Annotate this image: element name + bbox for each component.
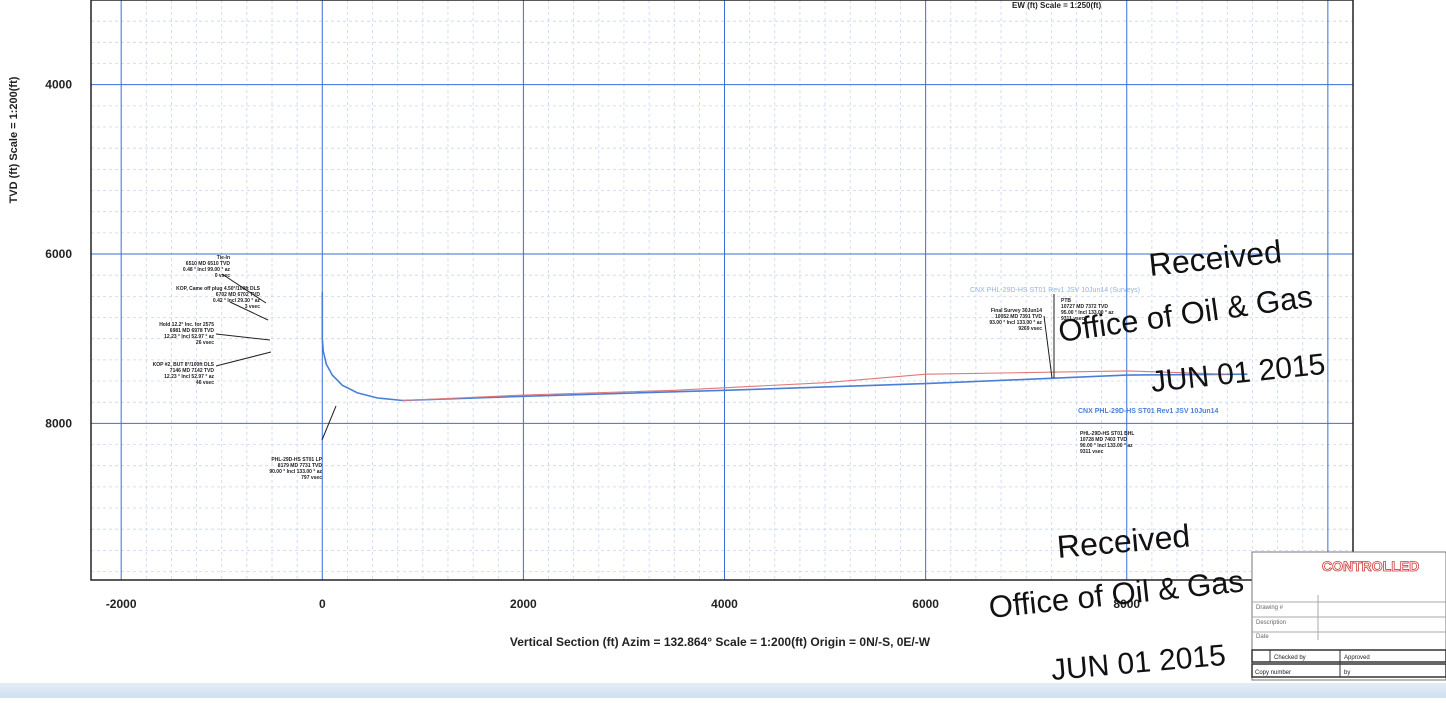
svg-text:Received: Received xyxy=(1055,517,1191,564)
svg-text:93.00 ° Incl 133.00 ° az: 93.00 ° Incl 133.00 ° az xyxy=(989,320,1042,326)
leader-kop xyxy=(229,301,269,321)
annotation-bhl: PHL-29D-HS ST01 BHL 10728 MD 7403 TVD 90… xyxy=(1080,431,1134,455)
leader-hold xyxy=(215,333,271,341)
major-grid xyxy=(91,0,1353,580)
controlled-checked-by: Checked by xyxy=(1274,655,1306,661)
controlled-approved: Approved xyxy=(1344,655,1370,661)
svg-text:JUN 01 2015: JUN 01 2015 xyxy=(1050,639,1227,687)
x-axis-label: Vertical Section (ft) Azim = 132.864° Sc… xyxy=(510,635,931,649)
plot-frame xyxy=(90,0,1354,581)
svg-text:KOP, Came off plug 4.50°/100ft: KOP, Came off plug 4.50°/100ft DLS xyxy=(176,286,261,292)
y-tick-labels: 4000 6000 8000 xyxy=(45,78,72,431)
top-scale-label: EW (ft) Scale = 1:250(ft) xyxy=(1012,1,1101,10)
svg-text:Hold 12.2° Inc. for 2575: Hold 12.2° Inc. for 2575 xyxy=(159,322,214,328)
x-tick-label: -2000 xyxy=(106,597,137,611)
svg-text:6510 MD 6510 TVD: 6510 MD 6510 TVD xyxy=(186,261,231,267)
svg-text:3 vsec: 3 vsec xyxy=(245,304,261,310)
surveys-label: CNX PHL-29D-HS ST01 Rev1 JSV 10Jun14 (Su… xyxy=(970,287,1140,294)
minor-grid xyxy=(91,0,1353,580)
x-tick-label: 2000 xyxy=(510,597,537,611)
svg-text:Final Survey 30Jun14: Final Survey 30Jun14 xyxy=(991,308,1042,314)
bottom-band xyxy=(0,683,1446,698)
controlled-row-date: Date xyxy=(1256,634,1269,640)
annotation-lp: PHL-29D-HS ST01 LP 8179 MD 7731 TVD 90.0… xyxy=(269,457,322,481)
svg-text:PHL-29D-HS ST01 LP: PHL-29D-HS ST01 LP xyxy=(271,457,322,463)
controlled-copy-number: Copy number xyxy=(1255,670,1291,676)
svg-text:95.00 ° Incl 133.00 ° az: 95.00 ° Incl 133.00 ° az xyxy=(1061,310,1114,316)
svg-text:Tie-In: Tie-In xyxy=(217,255,230,261)
plan-label: CNX PHL-29D-HS ST01 Rev1 JSV 10Jun14 xyxy=(1078,408,1219,415)
annotation-tie-in: Tie-In 6510 MD 6510 TVD 0.48 ° Incl 99.0… xyxy=(183,255,231,279)
plan-line-series xyxy=(321,292,1248,402)
svg-text:8179 MD 7731 TVD: 8179 MD 7731 TVD xyxy=(278,463,323,469)
svg-text:0.42 ° Incl 29.30 ° az: 0.42 ° Incl 29.30 ° az xyxy=(213,298,261,304)
y-tick-label: 6000 xyxy=(45,247,72,261)
svg-text:12.23 ° Incl 52.97 ° az: 12.23 ° Incl 52.97 ° az xyxy=(164,334,214,340)
annotation-kop: KOP, Came off plug 4.50°/100ft DLS 6702 … xyxy=(176,286,261,310)
y-tick-label: 8000 xyxy=(45,416,72,430)
x-tick-label: 4000 xyxy=(711,597,738,611)
annotation-kop2: KOP #2, BUT 8°/100ft DLS 7146 MD 7142 TV… xyxy=(153,362,215,386)
series-layer xyxy=(321,292,1248,402)
svg-text:PTB: PTB xyxy=(1061,298,1071,304)
svg-text:0 vsec: 0 vsec xyxy=(215,273,231,279)
annotation-ptb: PTB 10727 MD 7372 TVD 95.00 ° Incl 133.0… xyxy=(1061,298,1114,322)
controlled-row-description: Description xyxy=(1256,620,1286,626)
controlled-by: by xyxy=(1344,670,1350,676)
svg-text:797 vsec: 797 vsec xyxy=(301,475,322,481)
svg-text:26 vsec: 26 vsec xyxy=(196,340,214,346)
leader-kop2 xyxy=(215,351,272,367)
svg-text:90.00 ° Incl 133.00 ° az: 90.00 ° Incl 133.00 ° az xyxy=(269,469,322,475)
x-tick-label: 0 xyxy=(319,597,326,611)
svg-text:46 vsec: 46 vsec xyxy=(196,380,214,386)
annotation-hold: Hold 12.2° Inc. for 2575 6981 MD 6978 TV… xyxy=(159,322,214,346)
annotation-leaders xyxy=(215,273,1055,441)
svg-text:9269 vsec: 9269 vsec xyxy=(1018,326,1042,332)
svg-text:12.23 ° Incl 52.97 ° az: 12.23 ° Incl 52.97 ° az xyxy=(164,374,214,380)
svg-text:6702 MD 6702 TVD: 6702 MD 6702 TVD xyxy=(216,292,261,298)
svg-text:90.00 ° Incl 133.00 ° az: 90.00 ° Incl 133.00 ° az xyxy=(1080,443,1133,449)
controlled-row-drawing: Drawing # xyxy=(1256,605,1284,611)
svg-text:10727 MD 7372 TVD: 10727 MD 7372 TVD xyxy=(1061,304,1108,310)
svg-text:6981 MD 6978 TVD: 6981 MD 6978 TVD xyxy=(170,328,215,334)
svg-text:10052 MD 7391 TVD: 10052 MD 7391 TVD xyxy=(995,314,1042,320)
x-tick-label: 8000 xyxy=(1113,597,1140,611)
controlled-stamp: CONTROLLED Drawing # Description Date Ch… xyxy=(1251,551,1446,681)
received-stamp-1: Received Office of Oil & Gas JUN 01 2015 xyxy=(1056,233,1327,399)
svg-text:KOP #2, BUT 8°/100ft DLS: KOP #2, BUT 8°/100ft DLS xyxy=(153,362,215,368)
svg-text:9311 vsec: 9311 vsec xyxy=(1080,449,1104,455)
y-axis-label: TVD (ft) Scale = 1:200(ft) xyxy=(8,76,20,203)
actual-line-series xyxy=(402,370,1228,402)
svg-text:10728 MD 7403 TVD: 10728 MD 7403 TVD xyxy=(1080,437,1127,443)
svg-text:7146 MD 7142 TVD: 7146 MD 7142 TVD xyxy=(170,368,215,374)
svg-text:PHL-29D-HS ST01 BHL: PHL-29D-HS ST01 BHL xyxy=(1080,431,1134,437)
controlled-title: CONTROLLED xyxy=(1322,558,1419,574)
leader-final-survey xyxy=(1043,315,1053,379)
x-tick-label: 6000 xyxy=(912,597,939,611)
svg-text:JUN 01 2015: JUN 01 2015 xyxy=(1149,348,1327,399)
annotation-final-survey: Final Survey 30Jun14 10052 MD 7391 TVD 9… xyxy=(989,308,1042,332)
leader-lp xyxy=(321,405,337,441)
svg-text:9311 vsec: 9311 vsec xyxy=(1061,316,1085,322)
leader-tie-in xyxy=(221,273,267,304)
y-tick-label: 4000 xyxy=(45,78,72,92)
svg-text:0.48 ° Incl 99.00 ° az: 0.48 ° Incl 99.00 ° az xyxy=(183,267,231,273)
